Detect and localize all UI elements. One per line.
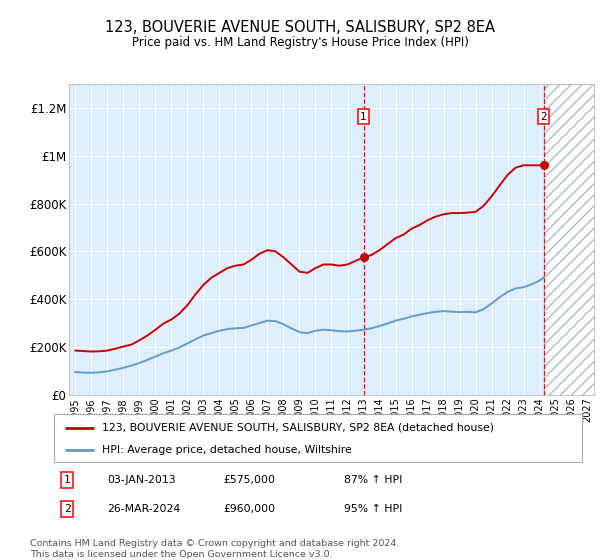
Text: 87% ↑ HPI: 87% ↑ HPI [344,475,403,485]
Text: 2: 2 [64,504,71,514]
Text: Contains HM Land Registry data © Crown copyright and database right 2024.
This d: Contains HM Land Registry data © Crown c… [30,539,400,559]
Text: 26-MAR-2024: 26-MAR-2024 [107,504,180,514]
Bar [544,84,594,395]
Text: 1: 1 [64,475,71,485]
Text: Price paid vs. HM Land Registry's House Price Index (HPI): Price paid vs. HM Land Registry's House … [131,36,469,49]
Text: 03-JAN-2013: 03-JAN-2013 [107,475,175,485]
Text: 95% ↑ HPI: 95% ↑ HPI [344,504,403,514]
Text: 123, BOUVERIE AVENUE SOUTH, SALISBURY, SP2 8EA (detached house): 123, BOUVERIE AVENUE SOUTH, SALISBURY, S… [101,423,494,433]
FancyBboxPatch shape [54,414,582,462]
Text: £960,000: £960,000 [223,504,275,514]
Text: 2: 2 [540,111,547,122]
Text: £575,000: £575,000 [223,475,275,485]
Text: 1: 1 [360,111,367,122]
Text: 123, BOUVERIE AVENUE SOUTH, SALISBURY, SP2 8EA: 123, BOUVERIE AVENUE SOUTH, SALISBURY, S… [105,20,495,35]
Text: HPI: Average price, detached house, Wiltshire: HPI: Average price, detached house, Wilt… [101,445,351,455]
Bar [544,84,594,395]
